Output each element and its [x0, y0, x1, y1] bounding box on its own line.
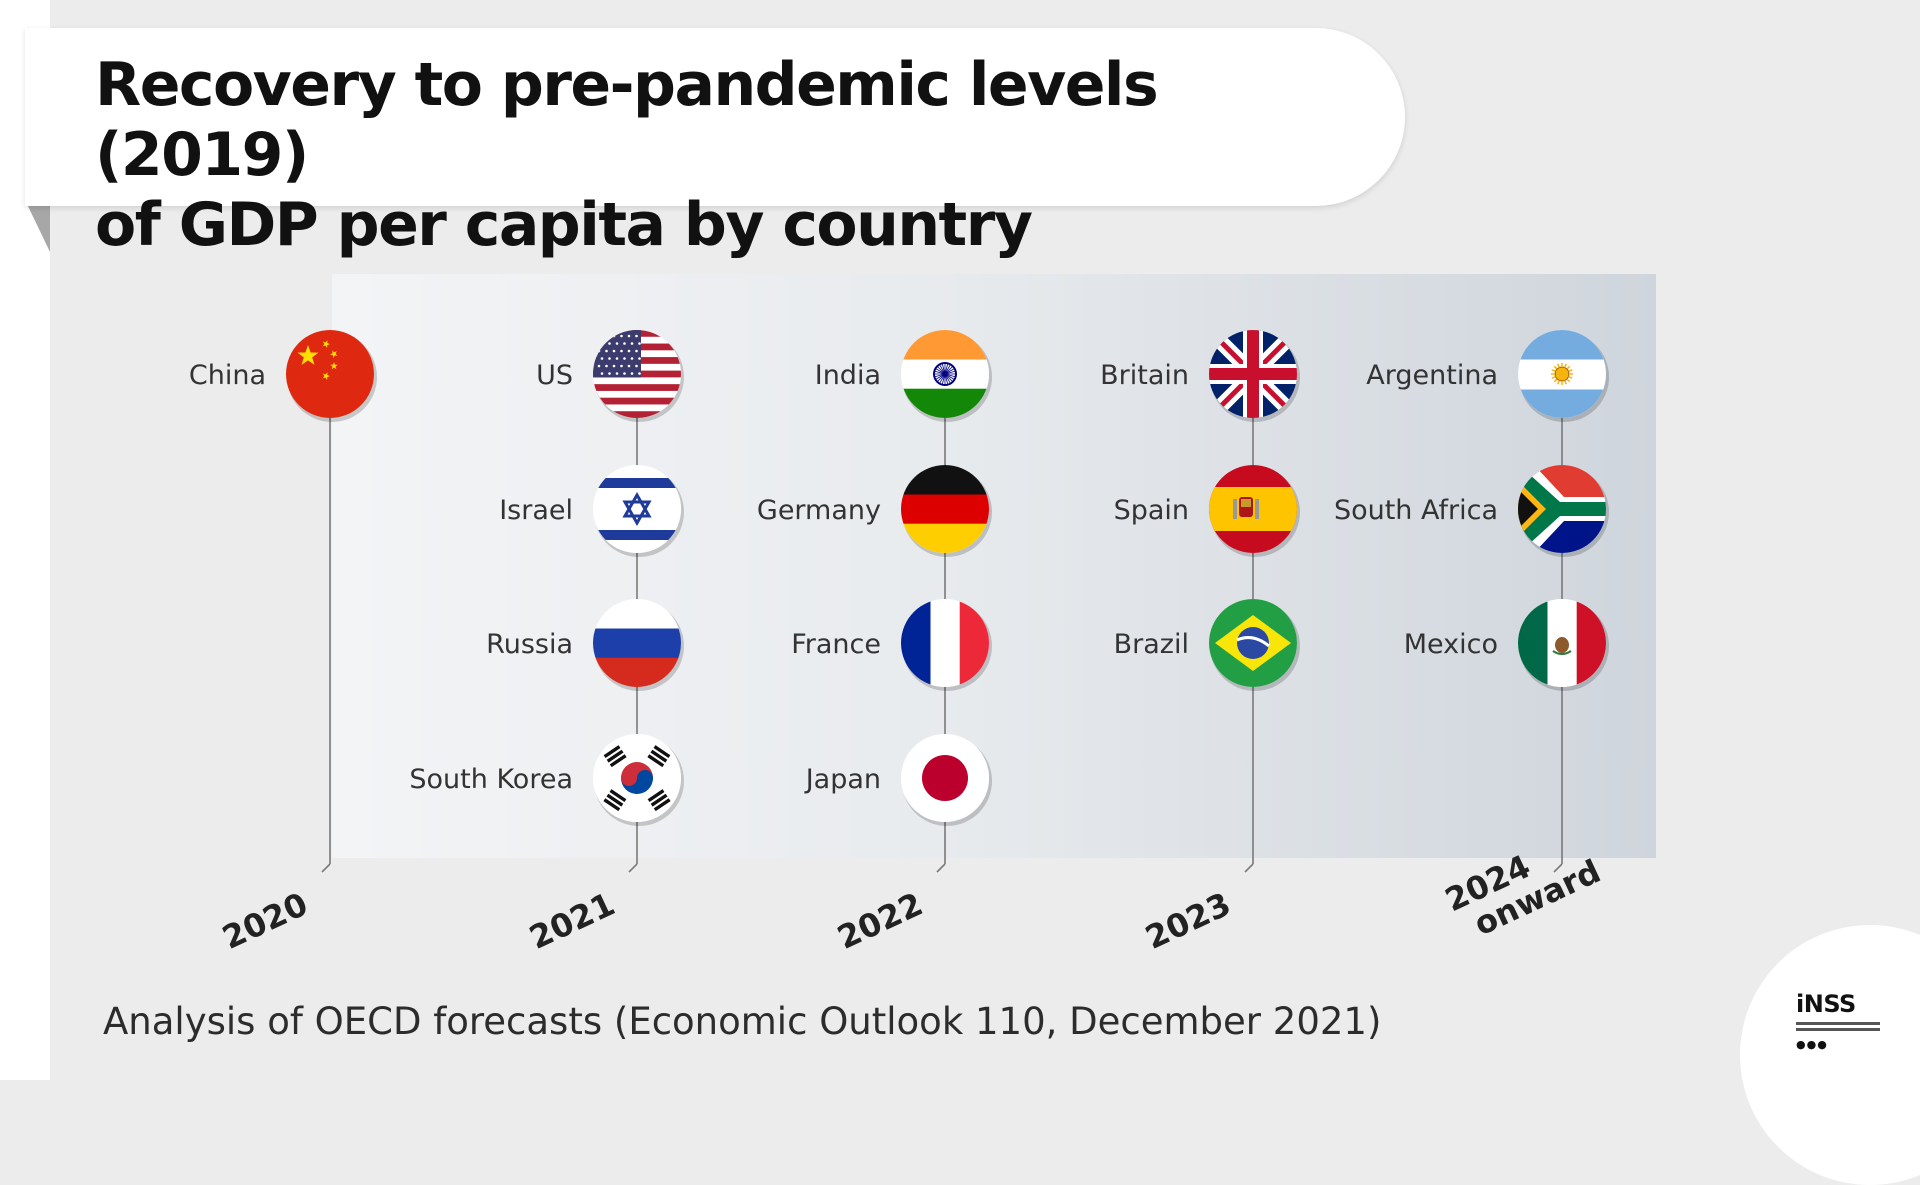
country-label: Russia [486, 629, 573, 660]
country-label: US [536, 360, 573, 391]
israel-flag-icon [593, 465, 684, 557]
china-flag-icon [286, 330, 377, 422]
timeline-chart: 2020 China 2021 US Israel Russia South Korea 20… [189, 330, 1609, 957]
us-flag-icon [593, 330, 684, 422]
spain-flag-icon [1209, 465, 1300, 557]
country-label: France [791, 629, 881, 660]
country-label: South Africa [1334, 495, 1498, 526]
timeline-tick [1244, 863, 1254, 873]
france-flag-icon [901, 599, 992, 691]
country-label: Israel [499, 495, 573, 526]
country-label: China [189, 360, 266, 391]
timeline-tick [321, 863, 331, 873]
title-line-2: of GDP per capita by country [95, 190, 1033, 260]
country-label: Britain [1100, 360, 1189, 391]
country-label: Japan [804, 764, 881, 795]
mexico-flag-icon [1518, 599, 1609, 691]
country-label: Argentina [1366, 360, 1498, 391]
page-title: Recovery to pre-pandemic levels (2019) o… [95, 50, 1355, 260]
india-flag-icon [901, 330, 992, 422]
year-label: 2024onward [1439, 821, 1606, 950]
country-label: Mexico [1404, 629, 1498, 660]
logo-caption-lines [1796, 1022, 1880, 1034]
country-label: Brazil [1114, 629, 1189, 660]
header-ribbon-fold [25, 200, 50, 252]
brazil-flag-icon [1209, 599, 1300, 691]
year-label: 2022 [832, 885, 929, 957]
logo-dots: ●●● [1796, 1038, 1828, 1051]
country-label: Spain [1114, 495, 1189, 526]
title-line-1: Recovery to pre-pandemic levels (2019) [95, 50, 1159, 190]
chart-background-panel [332, 274, 1656, 858]
south-korea-flag-icon [593, 734, 684, 826]
inss-logo: iNSS [1796, 990, 1856, 1018]
russia-flag-icon [593, 599, 684, 691]
country-label: Germany [757, 495, 881, 526]
year-label: 2023 [1140, 885, 1237, 957]
japan-flag-icon [901, 734, 992, 826]
source-note: Analysis of OECD forecasts (Economic Out… [103, 1000, 1382, 1043]
country-label: India [815, 360, 881, 391]
country-label: South Korea [409, 764, 573, 795]
timeline-tick [936, 863, 946, 873]
title-banner [25, 28, 1405, 206]
timeline-tick [1553, 863, 1563, 873]
year-label: 2020 [217, 885, 314, 957]
south-africa-flag-icon [1518, 465, 1609, 557]
timeline-tick [628, 863, 638, 873]
britain-flag-icon [1209, 330, 1300, 422]
argentina-flag-icon [1518, 330, 1609, 422]
year-label: 2021 [524, 885, 621, 957]
germany-flag-icon [901, 465, 992, 557]
